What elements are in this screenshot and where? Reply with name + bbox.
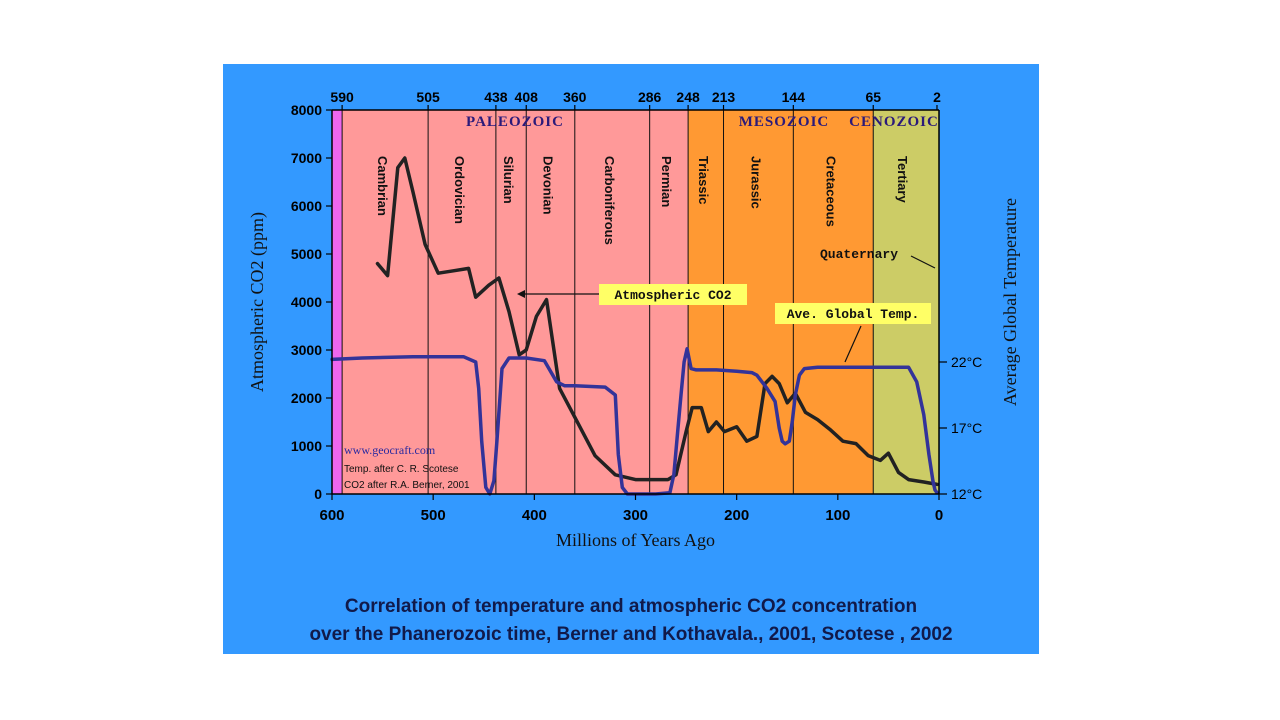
co2-callout-arrowhead bbox=[517, 290, 525, 298]
top-tick-label-7: 213 bbox=[712, 89, 736, 105]
period-label-cambrian: Cambrian bbox=[375, 156, 390, 216]
series-lines bbox=[330, 156, 939, 496]
axes: 01000200030004000500060007000800012°C17°… bbox=[291, 89, 982, 524]
caption-line-1: Correlation of temperature and atmospher… bbox=[344, 596, 918, 617]
y-tick-label-5: 5000 bbox=[291, 246, 322, 262]
top-tick-label-0: 590 bbox=[330, 89, 354, 105]
y2-tick-label-2: 22°C bbox=[951, 354, 982, 370]
top-tick-label-8: 144 bbox=[782, 89, 806, 105]
band-pre-cambrian bbox=[332, 110, 343, 494]
x-tick-label-1: 500 bbox=[421, 507, 446, 524]
period-label-devonian: Devonian bbox=[541, 156, 556, 215]
temp-callout-box bbox=[775, 303, 931, 324]
y2-tick-label-1: 17°C bbox=[951, 420, 982, 436]
period-label-carboniferous: Carboniferous bbox=[602, 156, 617, 245]
top-tick-label-2: 438 bbox=[484, 89, 508, 105]
top-tick-label-5: 286 bbox=[638, 89, 662, 105]
top-tick-label-3: 408 bbox=[515, 89, 539, 105]
era-label-paleozoic: PALEOZOIC bbox=[466, 114, 564, 130]
top-tick-label-9: 65 bbox=[865, 89, 881, 105]
series-line-co2 bbox=[375, 156, 939, 487]
period-label-silurian: Silurian bbox=[501, 156, 516, 204]
y2-tick-label-0: 12°C bbox=[951, 486, 982, 502]
x-tick-label-2: 400 bbox=[522, 507, 547, 524]
era-label-cenozoic: CENOZOIC bbox=[849, 114, 939, 130]
y-tick-label-1: 1000 bbox=[291, 438, 322, 454]
y-tick-label-4: 4000 bbox=[291, 294, 322, 310]
x-tick-label-4: 200 bbox=[724, 507, 749, 524]
period-label-jurassic: Jurassic bbox=[748, 156, 763, 209]
y-tick-label-0: 0 bbox=[314, 486, 322, 502]
quaternary-label: Quaternary bbox=[820, 247, 898, 262]
caption-line-2: over the Phanerozoic time, Berner and Ko… bbox=[309, 624, 953, 645]
y-tick-label-8: 8000 bbox=[291, 102, 322, 118]
top-tick-label-1: 505 bbox=[416, 89, 440, 105]
x-tick-label-6: 0 bbox=[935, 507, 943, 524]
y-axis-title: Atmospheric CO2 (ppm) bbox=[247, 212, 268, 392]
period-label-tertiary: Tertiary bbox=[895, 156, 910, 203]
x-axis-title: Millions of Years Ago bbox=[556, 530, 715, 550]
y-tick-label-3: 3000 bbox=[291, 342, 322, 358]
quaternary-arrow bbox=[910, 255, 936, 269]
series-line-temperature bbox=[330, 347, 939, 496]
website-credit: www.geocraft.com bbox=[344, 443, 436, 457]
period-label-ordovician: Ordovician bbox=[452, 156, 467, 224]
temp-credit: Temp. after C. R. Scotese bbox=[344, 464, 459, 475]
top-tick-label-4: 360 bbox=[563, 89, 587, 105]
y-tick-label-2: 2000 bbox=[291, 390, 322, 406]
x-tick-label-3: 300 bbox=[623, 507, 648, 524]
chart-labels: Atmospheric CO2 (ppm) Average Global Temp… bbox=[247, 114, 1020, 550]
y2-axis-title: Average Global Temperature bbox=[1000, 198, 1020, 406]
co2-callout-label: Atmospheric CO2 bbox=[614, 288, 731, 303]
y-tick-label-6: 6000 bbox=[291, 198, 322, 214]
period-label-permian: Permian bbox=[659, 156, 674, 207]
x-tick-label-0: 600 bbox=[319, 507, 344, 524]
co2-callout-box bbox=[599, 284, 747, 305]
top-tick-label-10: 2 bbox=[933, 89, 941, 105]
chart-panel: 0 1000 2000 3000 4000 5000 6000 7000 8000 12°C 17°… bbox=[223, 64, 1039, 654]
temp-callout-label: Ave. Global Temp. bbox=[787, 307, 920, 322]
band-cenozoic bbox=[873, 110, 939, 494]
period-label-cretaceous: Cretaceous bbox=[823, 156, 838, 227]
co2-credit: CO2 after R.A. Berner, 2001 bbox=[344, 480, 470, 491]
era-label-mesozoic: MESOZOIC bbox=[739, 114, 830, 130]
x-tick-label-5: 100 bbox=[825, 507, 850, 524]
period-label-triassic: Triassic bbox=[696, 156, 711, 204]
chart-svg: 01000200030004000500060007000800012°C17°… bbox=[247, 89, 1020, 550]
top-tick-label-6: 248 bbox=[676, 89, 700, 105]
period-boundaries bbox=[341, 110, 874, 494]
y-tick-label-7: 7000 bbox=[291, 150, 322, 166]
temp-callout-arrow bbox=[844, 325, 862, 363]
